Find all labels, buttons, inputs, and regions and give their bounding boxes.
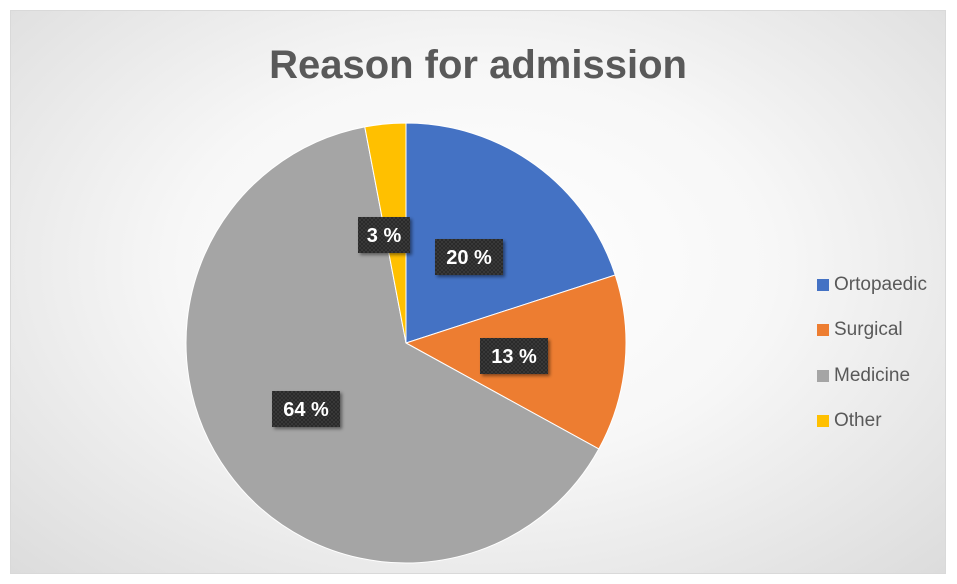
pie-data-labels: 20 % 13 % 64 % 3 % [272,217,548,427]
data-label-box [358,217,410,253]
data-label-box [480,338,548,374]
pie-slice-medicine [185,126,600,564]
legend-item-ortopaedic: Ortopaedic [817,262,945,308]
legend-swatch [817,369,829,382]
legend-label: Medicine [834,364,911,386]
pie-chart: 20 % 13 % 64 % 3 % [185,122,627,564]
data-label-value: 20 % [446,247,492,269]
legend-label: Ortopaedic [834,273,927,295]
data-label-other: 3 % [358,217,410,253]
data-label-ortopaedic: 20 % [435,239,503,275]
legend-item-surgical: Surgical [817,308,945,354]
pie-slice-ortopaedic [405,122,616,344]
data-label-value: 13 % [491,346,537,368]
legend-swatch [817,278,829,291]
data-label-value: 3 % [367,225,402,247]
legend-swatch [817,324,829,337]
data-label-medicine: 64 % [272,391,340,427]
legend-item-medicine: Medicine [817,353,945,399]
legend-label: Other [834,410,882,432]
legend-label: Surgical [834,319,903,341]
legend-swatch [817,415,829,428]
chart-area: Reason for admission 20 % 13 % 64 % 3 % Ort… [10,10,946,574]
legend: Ortopaedic Surgical Medicine Other [817,262,945,445]
chart-title: Reason for admission [269,43,687,87]
data-label-value: 64 % [283,399,329,421]
data-label-box [435,239,503,275]
data-label-surgical: 13 % [480,338,548,374]
pie-slices [185,122,627,564]
data-label-box [272,391,340,427]
legend-item-other: Other [817,399,945,445]
